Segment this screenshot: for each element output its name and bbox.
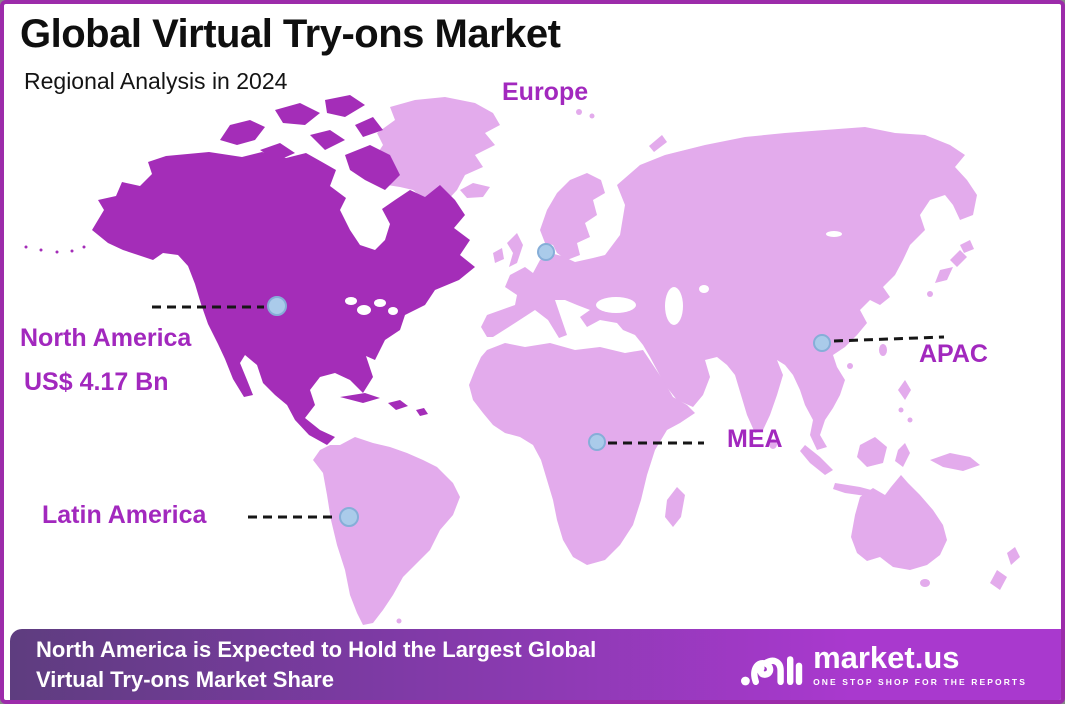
map-new-guinea xyxy=(930,453,980,471)
footer-headline-line1: North America is Expected to Hold the La… xyxy=(36,636,597,662)
footer-headline-line2: Virtual Try-ons Market Share xyxy=(36,666,334,692)
map-philippines xyxy=(898,380,911,400)
map-scandinavia xyxy=(540,173,605,260)
map-island xyxy=(576,109,582,115)
map-island xyxy=(898,407,904,413)
map-arctic-islands xyxy=(325,95,365,117)
map-taiwan xyxy=(879,344,887,356)
map-island xyxy=(907,417,913,423)
brand-tagline: ONE STOP SHOP FOR THE REPORTS xyxy=(813,677,1027,687)
map-island xyxy=(927,291,933,297)
map-cuba xyxy=(340,393,380,403)
map-lake-baikal xyxy=(826,231,842,237)
map-australia xyxy=(851,475,947,570)
map-borneo xyxy=(857,437,887,467)
label-apac: APAC xyxy=(919,340,988,368)
label-north-america: North America xyxy=(20,324,192,352)
map-japan xyxy=(950,250,967,267)
map-great-lakes xyxy=(374,299,386,307)
map-black-sea xyxy=(596,297,636,313)
map-aral-sea xyxy=(699,285,709,293)
map-caspian-sea xyxy=(665,287,683,325)
map-island xyxy=(649,135,667,152)
connector-apac xyxy=(833,335,945,343)
map-arctic-islands xyxy=(310,130,345,150)
map-aleutians xyxy=(39,248,43,252)
world-map xyxy=(24,95,1020,625)
map-baffin-island xyxy=(345,145,400,190)
map-java xyxy=(833,483,875,497)
marker-north-america xyxy=(267,296,287,316)
label-mea: MEA xyxy=(727,425,783,453)
marker-latin-america xyxy=(339,507,359,527)
map-aleutians xyxy=(55,250,59,254)
map-sumatra xyxy=(800,445,833,475)
map-aleutians xyxy=(82,245,86,249)
map-arctic-islands xyxy=(275,103,320,125)
map-aleutians xyxy=(24,245,28,249)
map-madagascar xyxy=(665,487,685,527)
map-new-zealand xyxy=(990,570,1007,590)
map-island xyxy=(396,618,402,624)
map-great-lakes xyxy=(345,297,357,305)
map-hainan xyxy=(847,363,853,369)
map-hispaniola xyxy=(388,400,408,410)
map-sri-lanka xyxy=(769,439,777,449)
map-caribbean-island xyxy=(416,408,428,416)
map-tasmania xyxy=(920,579,930,587)
map-aleutians xyxy=(70,249,74,253)
brand-lockup: market.us ONE STOP SHOP FOR THE REPORTS xyxy=(739,638,1061,692)
marker-europe xyxy=(537,243,555,261)
value-north-america: US$ 4.17 Bn xyxy=(24,368,169,396)
map-uk xyxy=(507,233,523,267)
footer-headline: North America is Expected to Hold the La… xyxy=(10,635,596,694)
map-arctic-islands xyxy=(355,117,383,137)
map-greenland xyxy=(373,97,500,213)
page-subtitle: Regional Analysis in 2024 xyxy=(24,68,288,94)
map-great-lakes xyxy=(357,305,371,315)
map-island xyxy=(589,113,595,119)
map-new-zealand xyxy=(1007,547,1020,565)
map-eurasia xyxy=(481,127,977,450)
map-ireland xyxy=(493,248,504,263)
map-arctic-islands xyxy=(260,143,295,161)
map-iceland xyxy=(460,183,490,198)
marketus-logo-icon xyxy=(741,655,803,685)
map-japan xyxy=(960,240,974,253)
marker-mea xyxy=(588,433,606,451)
label-latin-america: Latin America xyxy=(42,501,207,529)
marker-apac xyxy=(813,334,831,352)
label-europe: Europe xyxy=(502,78,589,106)
page-title: Global Virtual Try-ons Market xyxy=(20,12,561,56)
map-sulawesi xyxy=(895,443,910,467)
map-great-lakes xyxy=(388,307,398,315)
map-japan xyxy=(935,267,953,283)
map-africa xyxy=(469,343,695,565)
map-south-america xyxy=(313,437,460,625)
map-arctic-islands xyxy=(220,120,265,145)
footer-banner: North America is Expected to Hold the La… xyxy=(10,629,1061,700)
brand-name: market.us xyxy=(813,640,960,675)
